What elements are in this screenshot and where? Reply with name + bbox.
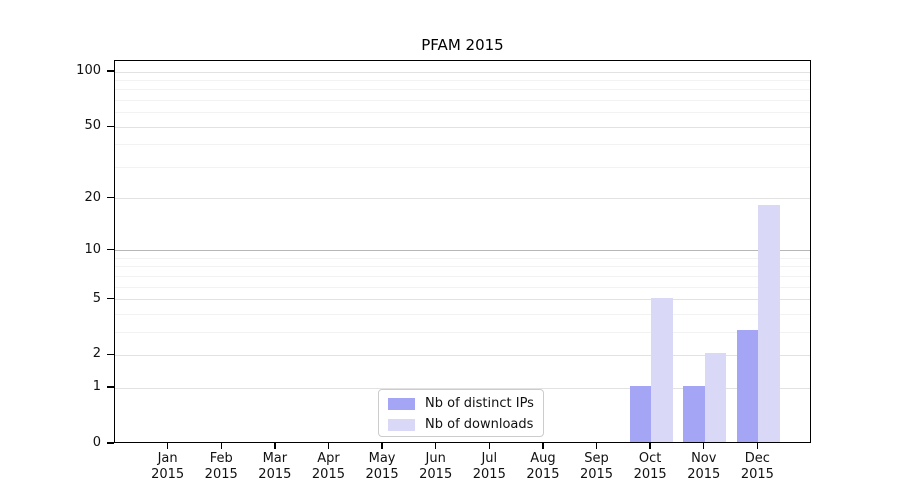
x-axis-tick-label: Oct 2015	[633, 451, 667, 482]
minor-gridline	[115, 100, 810, 102]
major-gridline	[115, 126, 810, 128]
y-tick-mark	[107, 197, 114, 199]
legend-item-distinct-ips: Nb of distinct IPs	[379, 393, 543, 414]
y-axis-tick-label: 100	[76, 63, 101, 79]
y-axis-tick-label: 0	[92, 435, 101, 450]
minor-gridline	[115, 89, 810, 91]
x-tick-mark	[327, 443, 330, 449]
minor-gridline	[115, 286, 810, 288]
major-gridline	[115, 354, 810, 356]
major-gridline	[115, 387, 810, 389]
y-axis-tick-label: 20	[84, 189, 101, 205]
legend: Nb of distinct IPs Nb of downloads	[378, 389, 544, 437]
minor-gridline	[115, 166, 810, 168]
chart-title: PFAM 2015	[421, 36, 504, 54]
legend-label-distinct-ips: Nb of distinct IPs	[425, 396, 534, 411]
y-tick-mark	[107, 353, 114, 356]
y-tick-mark	[107, 297, 114, 300]
minor-gridline	[115, 266, 810, 268]
x-axis-tick-label: Mar 2015	[258, 451, 292, 482]
x-axis-tick-label: Jul 2015	[472, 451, 506, 482]
minor-gridline	[115, 313, 810, 315]
x-tick-mark	[166, 443, 169, 449]
bar-downloads-oct	[651, 297, 673, 442]
x-tick-mark	[381, 443, 383, 449]
bar-downloads-nov	[704, 353, 727, 442]
bar-distinct-ips-dec	[736, 330, 759, 442]
x-axis-tick-label: Dec 2015	[740, 451, 774, 482]
y-axis-tick-label: 5	[92, 290, 101, 306]
y-axis-tick-label: 50	[84, 118, 101, 134]
legend-label-downloads: Nb of downloads	[425, 417, 534, 432]
y-axis-tick-label: 10	[84, 241, 101, 257]
minor-gridline	[115, 275, 810, 277]
y-axis-tick-label: 2	[92, 346, 101, 362]
legend-swatch-downloads	[388, 418, 415, 431]
x-axis-tick-label: Aug 2015	[526, 451, 560, 482]
x-tick-mark	[220, 443, 222, 449]
x-tick-mark	[488, 443, 490, 449]
y-tick-mark	[107, 442, 114, 444]
major-gridline	[115, 71, 810, 73]
x-tick-mark	[595, 443, 598, 449]
x-axis-tick-label: Nov 2015	[687, 451, 721, 482]
x-axis-tick-label: Sep 2015	[579, 451, 614, 482]
bar-distinct-ips-nov	[683, 386, 705, 442]
legend-swatch-distinct-ips	[388, 397, 415, 410]
y-tick-mark	[107, 249, 114, 251]
y-tick-mark	[107, 70, 114, 72]
x-tick-mark	[434, 443, 437, 449]
minor-gridline	[115, 257, 810, 259]
x-tick-mark	[542, 443, 544, 449]
legend-item-downloads: Nb of downloads	[379, 414, 543, 435]
minor-gridline	[115, 144, 810, 146]
x-axis-tick-label: Jan 2015	[151, 451, 185, 482]
minor-gridline	[115, 331, 810, 333]
x-axis-tick-label: May 2015	[365, 451, 399, 482]
x-tick-mark	[274, 443, 276, 449]
y-tick-mark	[107, 386, 114, 388]
minor-gridline	[115, 112, 810, 114]
bar-downloads-dec	[758, 204, 780, 442]
major-gridline	[115, 250, 810, 252]
x-axis-tick-label: Feb 2015	[204, 451, 238, 482]
plot-area	[114, 60, 811, 443]
bar-distinct-ips-oct	[629, 386, 652, 442]
major-gridline	[115, 299, 810, 301]
x-axis-tick-label: Apr 2015	[311, 451, 345, 482]
x-tick-mark	[649, 443, 651, 449]
x-tick-mark	[756, 443, 759, 449]
minor-gridline	[115, 80, 810, 82]
major-gridline	[115, 198, 810, 200]
x-axis-tick-label: Jun 2015	[419, 451, 453, 482]
y-tick-mark	[107, 125, 114, 127]
x-tick-mark	[703, 443, 705, 449]
y-axis-tick-label: 1	[92, 379, 101, 395]
